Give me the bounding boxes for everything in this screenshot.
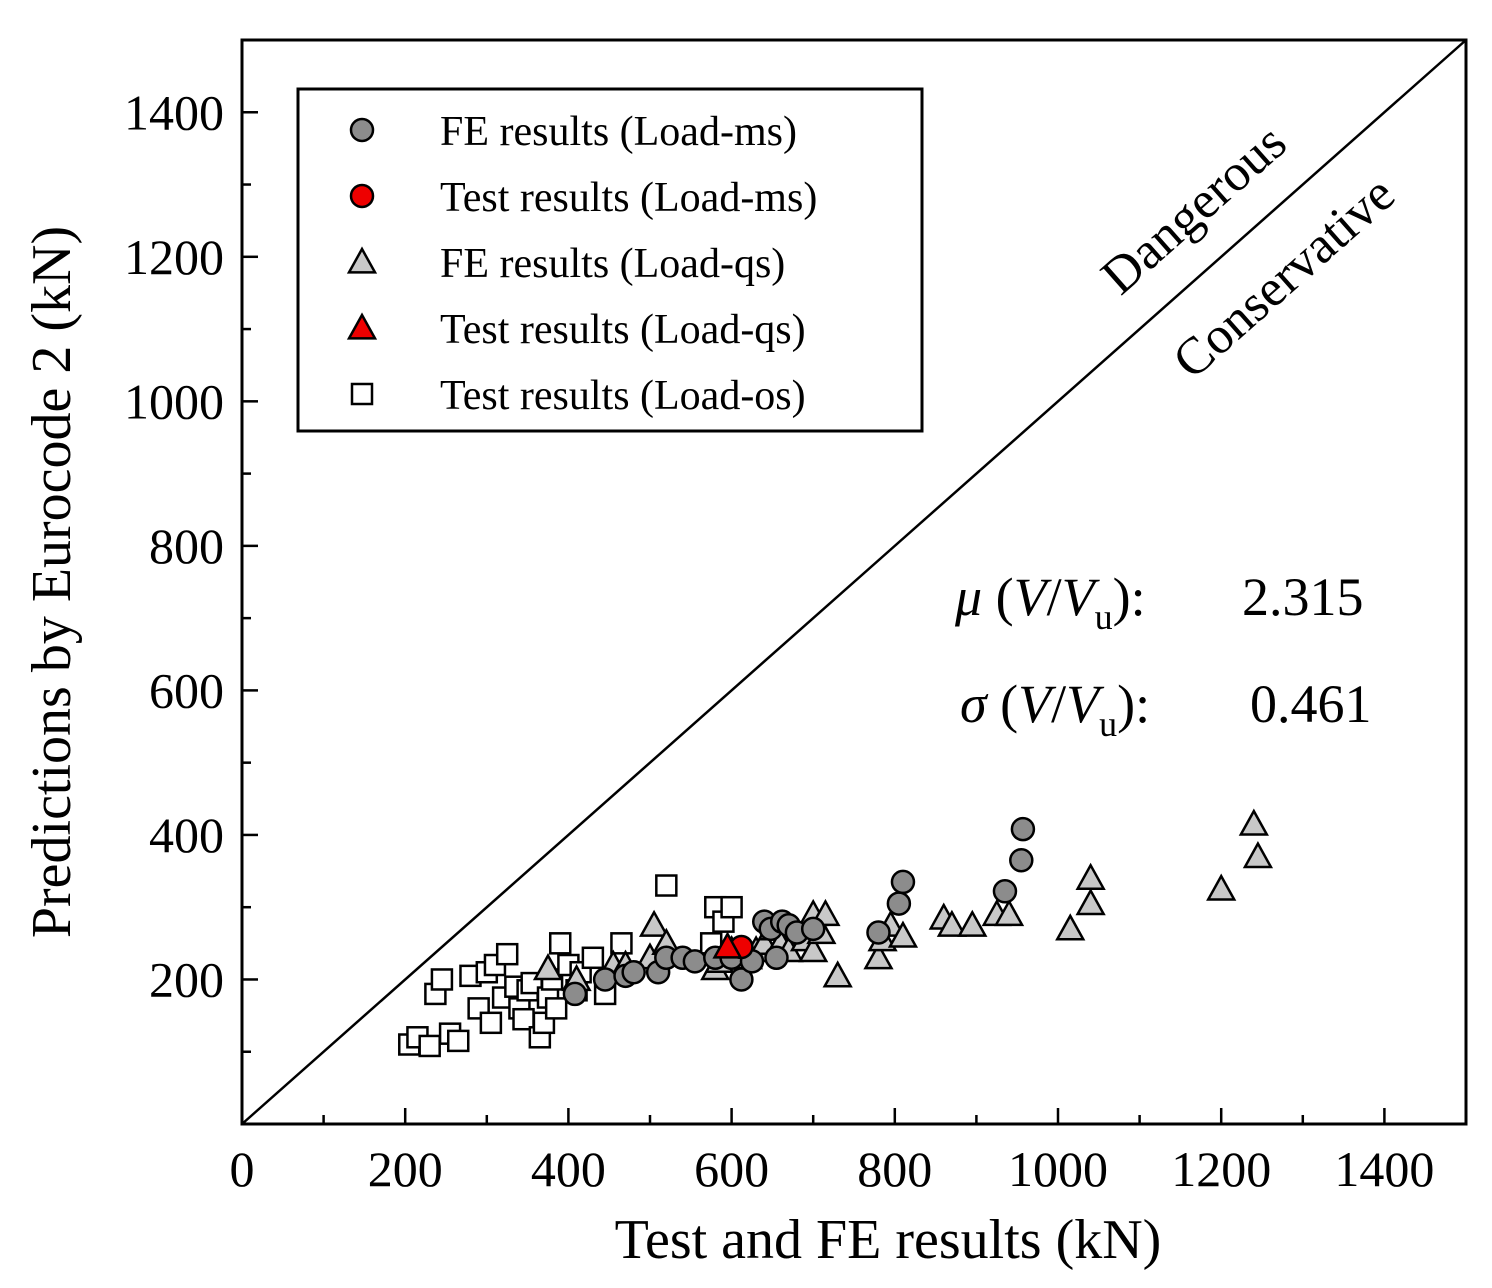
data-point [1242,841,1274,869]
x-tick-label: 1000 [1008,1141,1108,1197]
std-vu: V [1066,674,1105,734]
data-point [863,942,894,970]
std-paren-close: ): [1117,674,1150,734]
data-point [886,891,912,916]
data-point [1009,847,1034,873]
legend-marker [349,183,375,209]
x-tick-label: 600 [694,1141,769,1197]
legend-marker [346,312,378,340]
data-point [430,968,454,991]
legend-marker [350,382,374,406]
data-points [398,808,1274,1058]
mean-sub: u [1095,597,1113,637]
legend-label: FE results (Load-ms) [440,109,797,155]
data-point [562,981,588,1007]
data-point [764,945,789,971]
data-point [1206,873,1237,901]
data-point [720,895,743,919]
mean-v: V [1014,567,1053,627]
y-tick-label: 200 [149,951,224,1007]
data-point [798,934,829,963]
statistics-annotation: μ (V/Vu): 2.315 σ (V/Vu): 0.461 [954,567,1372,744]
std-symbol: σ [960,674,989,734]
x-axis-title: Test and FE results (kN) [615,1209,1162,1271]
x-tick-label: 200 [368,1141,443,1197]
y-tick-label: 600 [149,662,224,718]
y-tick-label: 1200 [124,229,224,285]
data-point [621,959,646,985]
series-3 [712,931,743,959]
data-point [1238,808,1269,836]
x-tick-label: 1400 [1334,1141,1434,1197]
data-point [581,946,605,970]
data-point [548,932,572,955]
y-tick-label: 400 [149,807,224,863]
std-sub: u [1099,704,1117,744]
x-tick-label: 800 [857,1141,932,1197]
data-point [1075,888,1106,916]
data-point [638,909,670,937]
reference-line-y-equals-x [241,39,1467,1125]
data-point [1075,862,1106,890]
legend-label: Test results (Load-ms) [440,175,817,221]
data-point [936,909,968,937]
data-point [446,1029,470,1053]
data-point [992,879,1018,904]
mean-slash: / [1047,567,1062,627]
series-4 [398,874,743,1058]
x-tick-label: 0 [230,1141,255,1197]
data-point [544,997,568,1020]
data-point [957,909,988,937]
y-axis-title: Predictions by Eurocode 2 (kN) [21,226,83,938]
data-point [729,967,754,992]
std-stat: σ (V/Vu): [960,674,1150,744]
std-value: 0.461 [1250,674,1372,734]
data-point [495,942,519,966]
legend-label: Test results (Load-qs) [440,307,806,353]
legend-marker [346,246,378,274]
data-point [993,898,1025,927]
data-point [418,1034,441,1058]
data-point [822,960,853,988]
x-axis-ticks: 0 200 400 600 800 1000 1200 1400 [230,1108,1434,1197]
legend: FE results (Load-ms) Test results (Load-m… [296,87,924,433]
std-paren-open: ( [1000,674,1018,734]
legend-box [296,87,924,433]
data-point [682,949,708,974]
y-axis-ticks: 200 400 600 800 1000 1200 1400 [124,84,258,1053]
std-v: V [1018,674,1057,734]
legend-label: FE results (Load-qs) [440,241,785,287]
data-point [866,920,891,945]
series-0 [562,816,1036,1007]
plot-frame [240,38,1468,1126]
legend-marker [349,117,375,143]
data-point [592,967,618,992]
data-point [655,874,678,897]
y-tick-label: 1000 [124,373,224,429]
data-point [532,953,564,981]
data-point [890,869,916,895]
mean-vu: V [1062,567,1101,627]
std-slash: / [1051,674,1066,734]
x-tick-label: 1200 [1171,1141,1271,1197]
data-point [1010,816,1036,842]
data-point [1055,913,1086,941]
mean-paren-close: ): [1113,567,1146,627]
x-tick-label: 400 [531,1141,606,1197]
data-point [887,920,919,948]
data-point [479,1011,503,1035]
y-tick-label: 800 [149,518,224,574]
legend-label: Test results (Load-os) [440,373,806,419]
data-point [800,916,826,942]
y-tick-label: 1400 [124,84,224,140]
data-point [712,931,743,959]
mean-paren-open: ( [996,567,1014,627]
mean-stat: μ (V/Vu): [954,567,1146,637]
mean-value: 2.315 [1242,567,1364,627]
data-point [610,932,633,955]
mean-symbol: μ [954,567,982,627]
